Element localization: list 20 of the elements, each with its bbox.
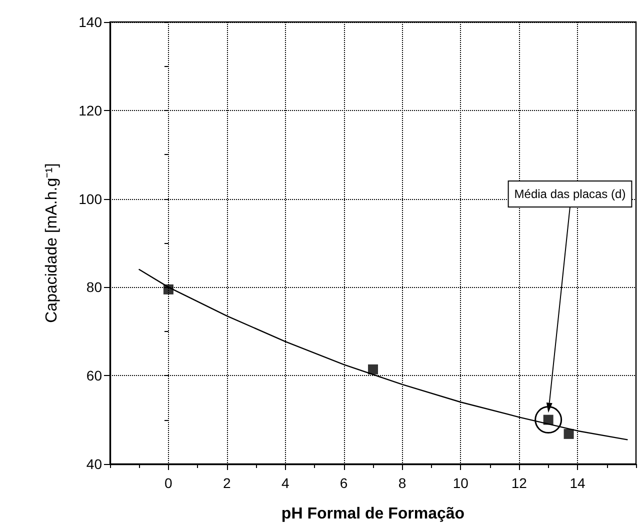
x-tick-label: 2 bbox=[222, 475, 231, 491]
point bbox=[368, 364, 378, 374]
annotation: Média das placas (d) bbox=[514, 187, 626, 201]
x-axis-title: pH Formal de Formação bbox=[281, 506, 465, 522]
point bbox=[564, 428, 574, 439]
y-tick-label: 120 bbox=[78, 102, 102, 118]
x-tick-label: 12 bbox=[511, 475, 528, 491]
x-tick-label: 8 bbox=[398, 475, 406, 491]
x-tick-label: 4 bbox=[281, 475, 290, 491]
x-tick-label: 0 bbox=[164, 475, 173, 491]
point bbox=[163, 284, 174, 294]
y-tick-label: 140 bbox=[78, 14, 102, 30]
y-tick-label: 40 bbox=[86, 456, 102, 472]
y-tick-label: 100 bbox=[78, 190, 102, 207]
y-axis-title: Capacidade [mA.h.g⁻¹] bbox=[44, 163, 60, 323]
y-tick-label: 80 bbox=[86, 279, 102, 296]
x-tick-label: 6 bbox=[340, 475, 348, 491]
y-tick-label: 60 bbox=[86, 368, 102, 384]
x-tick-label: 14 bbox=[570, 475, 586, 491]
x-tick-label: 10 bbox=[452, 475, 469, 491]
